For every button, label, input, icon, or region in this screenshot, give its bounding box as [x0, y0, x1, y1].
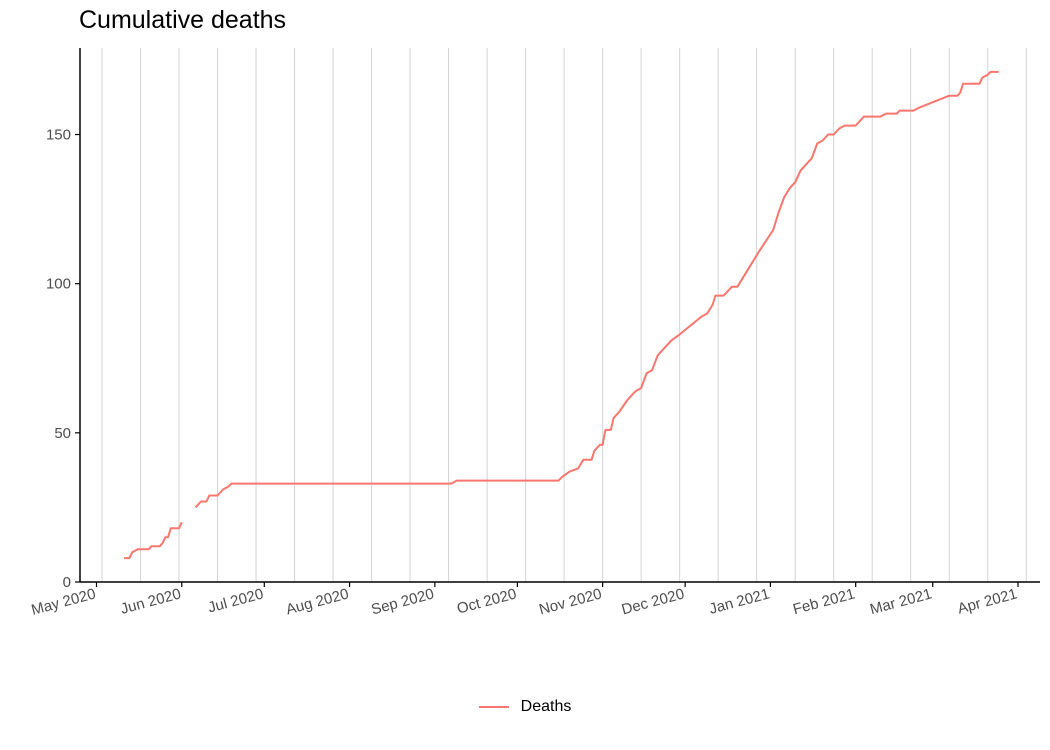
- x-tick-label: Nov 2020: [537, 585, 603, 618]
- y-tick-label: 150: [46, 127, 71, 144]
- legend-label-deaths: Deaths: [520, 698, 572, 715]
- x-tick-label: Aug 2020: [284, 585, 350, 618]
- y-tick-label: 0: [63, 574, 71, 591]
- x-tick-label: Feb 2021: [791, 585, 857, 618]
- x-tick-label: Oct 2020: [455, 585, 518, 617]
- x-tick-label: Apr 2021: [956, 585, 1019, 617]
- x-tick-label: Dec 2020: [620, 585, 686, 618]
- x-tick-label: Sep 2020: [369, 585, 435, 618]
- legend: Deaths: [0, 698, 1050, 716]
- series-layer: [124, 70, 999, 560]
- y-tick-label: 100: [46, 276, 71, 293]
- series-line-deaths: [194, 70, 999, 509]
- y-tick-label: 50: [54, 425, 71, 442]
- chart-title: Cumulative deaths: [79, 6, 287, 34]
- x-tick-label: Jun 2020: [119, 585, 183, 617]
- series-line-deaths: [124, 521, 183, 560]
- x-tick-label: Mar 2021: [868, 585, 934, 618]
- grid-layer: [101, 48, 1027, 582]
- x-tick-label: Jan 2021: [707, 585, 771, 617]
- x-tick-label: Jul 2020: [206, 585, 265, 616]
- axes-layer: [75, 48, 1040, 587]
- legend-swatch-deaths: [478, 706, 509, 708]
